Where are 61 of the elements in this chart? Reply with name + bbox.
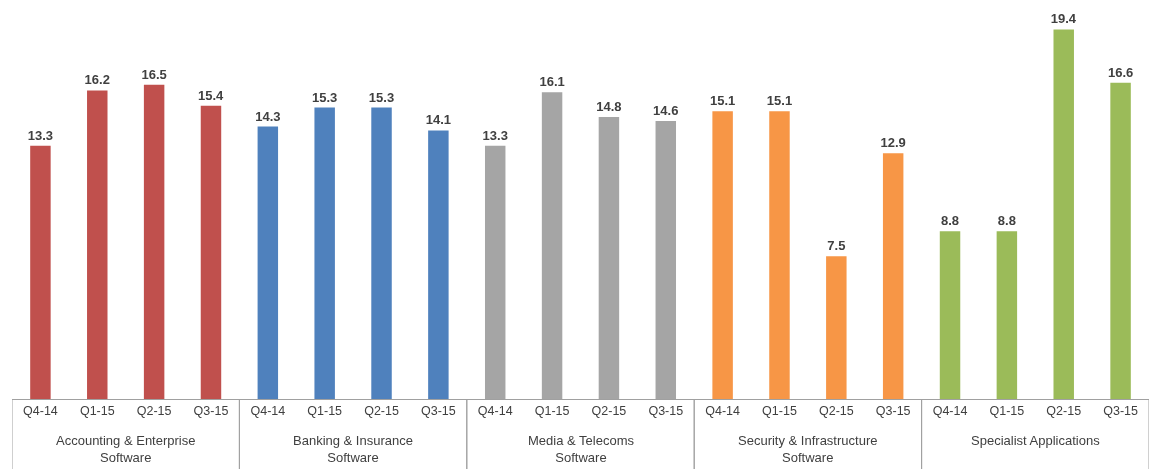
bar [939,231,961,399]
data-label: 15.4 [197,87,225,103]
x-tick-label: Q2-15 [136,404,172,418]
data-label: 16.1 [539,74,565,90]
bar [428,130,449,399]
data-label: 16.5 [141,66,167,82]
data-label: 13.3 [482,127,508,143]
data-label: 15.1 [709,93,736,109]
x-tick-label: Q2-15 [1046,404,1082,418]
bar [200,105,222,399]
text: Security & Infrastructure Software [738,433,878,465]
x-tick-label: Q3-15 [421,404,456,418]
bar [882,153,904,399]
bar [87,90,108,399]
bar [314,107,335,399]
bar [826,256,847,399]
x-tick-label: Q2-15 [364,404,399,418]
bar [143,84,165,399]
bar [996,231,1018,399]
data-label: 8.8 [940,213,960,229]
data-label: 8.8 [997,213,1016,229]
data-label: 19.4 [1050,11,1077,27]
data-label: 7.5 [827,238,846,254]
data-label: 14.1 [425,112,452,128]
bar [1110,82,1131,399]
bar [769,111,790,399]
text: Banking & Insurance Software [293,433,413,465]
bar [257,126,279,399]
x-tick-label: Q1-15 [307,404,343,418]
text: Media & Telecoms Software [528,433,635,465]
x-tick-label: Q2-15 [818,404,854,418]
text: Specialist Applications [971,433,1101,448]
text: Accounting & Enterprise Software [56,433,196,465]
bar [712,111,733,399]
x-tick-label: Q3-15 [193,404,229,418]
bar [1053,29,1074,399]
data-label: 16.2 [84,72,110,88]
data-label: 15.3 [312,89,338,105]
x-tick-label: Q1-15 [762,404,797,418]
x-tick-label: Q1-15 [989,404,1025,418]
x-tick-label: Q2-15 [591,404,627,418]
data-label: 14.8 [596,99,622,115]
x-tick-label: Q3-15 [875,404,911,418]
x-tick-label: Q4-14 [932,404,968,418]
data-label: 13.3 [27,127,54,143]
data-label: 15.1 [766,93,793,109]
x-tick-label: Q4-14 [477,404,513,418]
data-label: 16.6 [1107,64,1134,80]
x-tick-label: Q4-14 [250,404,286,418]
data-label: 12.9 [880,135,906,151]
data-label: 14.6 [653,102,679,118]
x-tick-label: Q1-15 [79,404,115,418]
data-label: 15.3 [368,89,395,105]
x-tick-label: Q4-14 [705,404,741,418]
bar [30,145,51,399]
x-tick-label: Q1-15 [534,404,570,418]
x-tick-label: Q3-15 [1103,404,1138,418]
x-tick-label: Q3-15 [648,404,684,418]
bar [371,107,392,399]
data-label: 14.3 [255,108,281,124]
x-tick-label: Q4-14 [23,404,58,418]
